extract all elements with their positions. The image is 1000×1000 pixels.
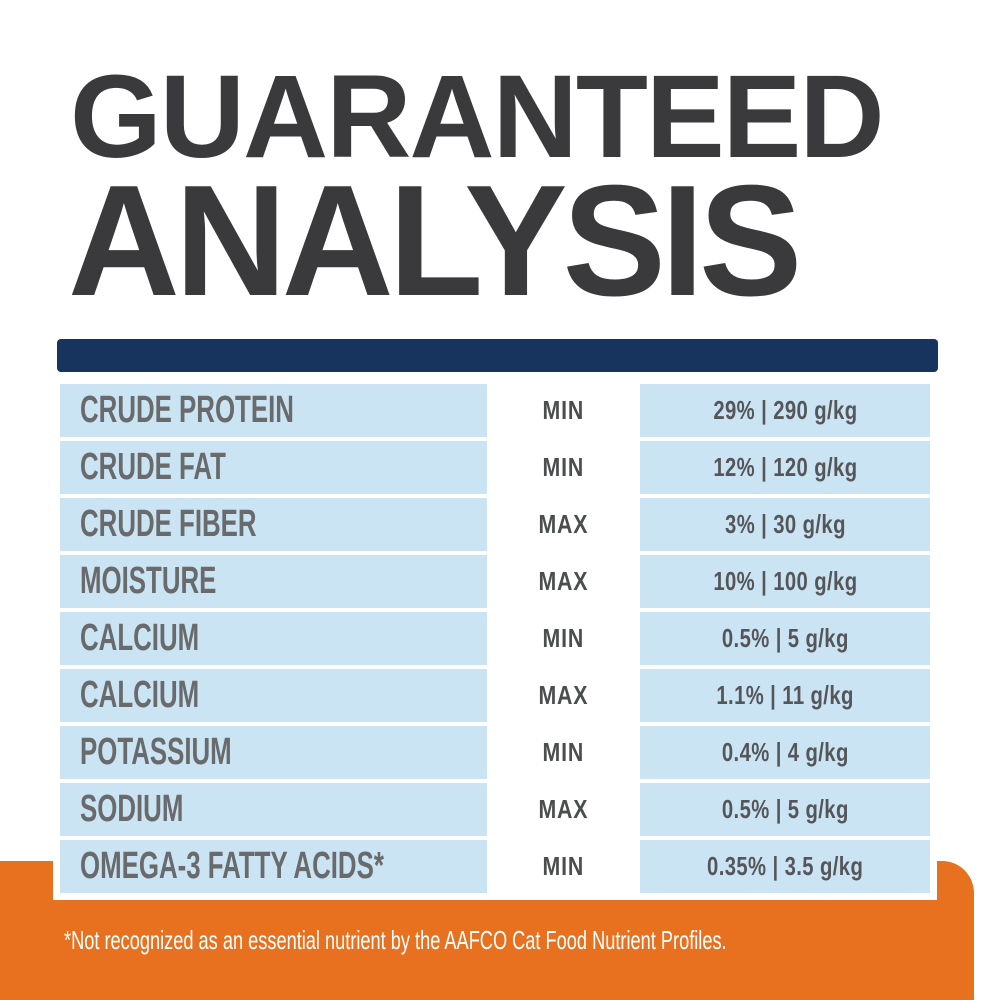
nutrient-name: MOISTURE [80,560,217,602]
nutrient-cell: CRUDE PROTEIN [60,384,487,437]
aafco-footnote: *Not recognized as an essential nutrient… [64,925,727,955]
value-cell: 0.5% | 5 g/kg [640,612,930,665]
qualifier-label: MAX [538,680,589,710]
value-text: 0.5% | 5 g/kg [721,623,849,653]
nutrient-name: POTASSIUM [80,731,232,773]
value-text: 12% | 120 g/kg [712,452,858,482]
value-cell: 10% | 100 g/kg [640,555,930,608]
nutrient-name: CRUDE FIBER [80,503,257,545]
qualifier-label: MIN [542,623,585,653]
nutrient-cell: OMEGA-3 FATTY ACIDS* [60,840,487,893]
qualifier-cell: MAX [487,783,640,836]
qualifier-label: MIN [542,737,585,767]
table-row: OMEGA-3 FATTY ACIDS* MIN 0.35% | 3.5 g/k… [60,840,930,893]
table-row: POTASSIUM MIN 0.4% | 4 g/kg [60,726,930,779]
value-cell: 0.35% | 3.5 g/kg [640,840,930,893]
qualifier-cell: MIN [487,384,640,437]
analysis-table: CRUDE PROTEIN MIN 29% | 290 g/kg CRUDE F… [53,378,937,900]
qualifier-label: MIN [542,395,585,425]
qualifier-label: MIN [542,452,585,482]
table-row: SODIUM MAX 0.5% | 5 g/kg [60,783,930,836]
qualifier-cell: MIN [487,726,640,779]
page-title-line1: GUARANTEED [70,51,885,183]
qualifier-cell: MAX [487,555,640,608]
nutrient-cell: CRUDE FIBER [60,498,487,551]
value-text: 1.1% | 11 g/kg [716,680,854,710]
qualifier-label: MAX [538,794,589,824]
qualifier-cell: MIN [487,612,640,665]
value-text: 29% | 290 g/kg [712,395,858,425]
nutrient-name: CALCIUM [80,674,200,716]
nutrient-cell: CALCIUM [60,669,487,722]
table-row: CALCIUM MIN 0.5% | 5 g/kg [60,612,930,665]
value-text: 10% | 100 g/kg [712,566,858,596]
nutrient-name: CRUDE FAT [80,446,226,488]
nutrient-name: OMEGA-3 FATTY ACIDS* [80,845,384,887]
value-text: 0.5% | 5 g/kg [721,794,849,824]
value-text: 0.35% | 3.5 g/kg [706,851,864,881]
value-cell: 0.4% | 4 g/kg [640,726,930,779]
nutrient-cell: MOISTURE [60,555,487,608]
nutrient-cell: CRUDE FAT [60,441,487,494]
divider-bar [57,339,938,372]
nutrient-cell: SODIUM [60,783,487,836]
table-row: CRUDE FAT MIN 12% | 120 g/kg [60,441,930,494]
qualifier-cell: MIN [487,441,640,494]
nutrient-name: CALCIUM [80,617,200,659]
table-row: MOISTURE MAX 10% | 100 g/kg [60,555,930,608]
nutrient-name: CRUDE PROTEIN [80,389,294,431]
value-cell: 1.1% | 11 g/kg [640,669,930,722]
value-cell: 12% | 120 g/kg [640,441,930,494]
table-row: CRUDE FIBER MAX 3% | 30 g/kg [60,498,930,551]
value-cell: 3% | 30 g/kg [640,498,930,551]
qualifier-label: MIN [542,851,585,881]
value-text: 0.4% | 4 g/kg [721,737,849,767]
value-cell: 29% | 290 g/kg [640,384,930,437]
qualifier-label: MAX [538,509,589,539]
qualifier-cell: MIN [487,840,640,893]
nutrient-cell: CALCIUM [60,612,487,665]
nutrient-cell: POTASSIUM [60,726,487,779]
value-text: 3% | 30 g/kg [724,509,846,539]
table-row: CALCIUM MAX 1.1% | 11 g/kg [60,669,930,722]
page-title-line2: ANALYSIS [68,153,802,329]
qualifier-cell: MAX [487,498,640,551]
qualifier-label: MAX [538,566,589,596]
qualifier-cell: MAX [487,669,640,722]
table-row: CRUDE PROTEIN MIN 29% | 290 g/kg [60,384,930,437]
nutrient-name: SODIUM [80,788,184,830]
value-cell: 0.5% | 5 g/kg [640,783,930,836]
